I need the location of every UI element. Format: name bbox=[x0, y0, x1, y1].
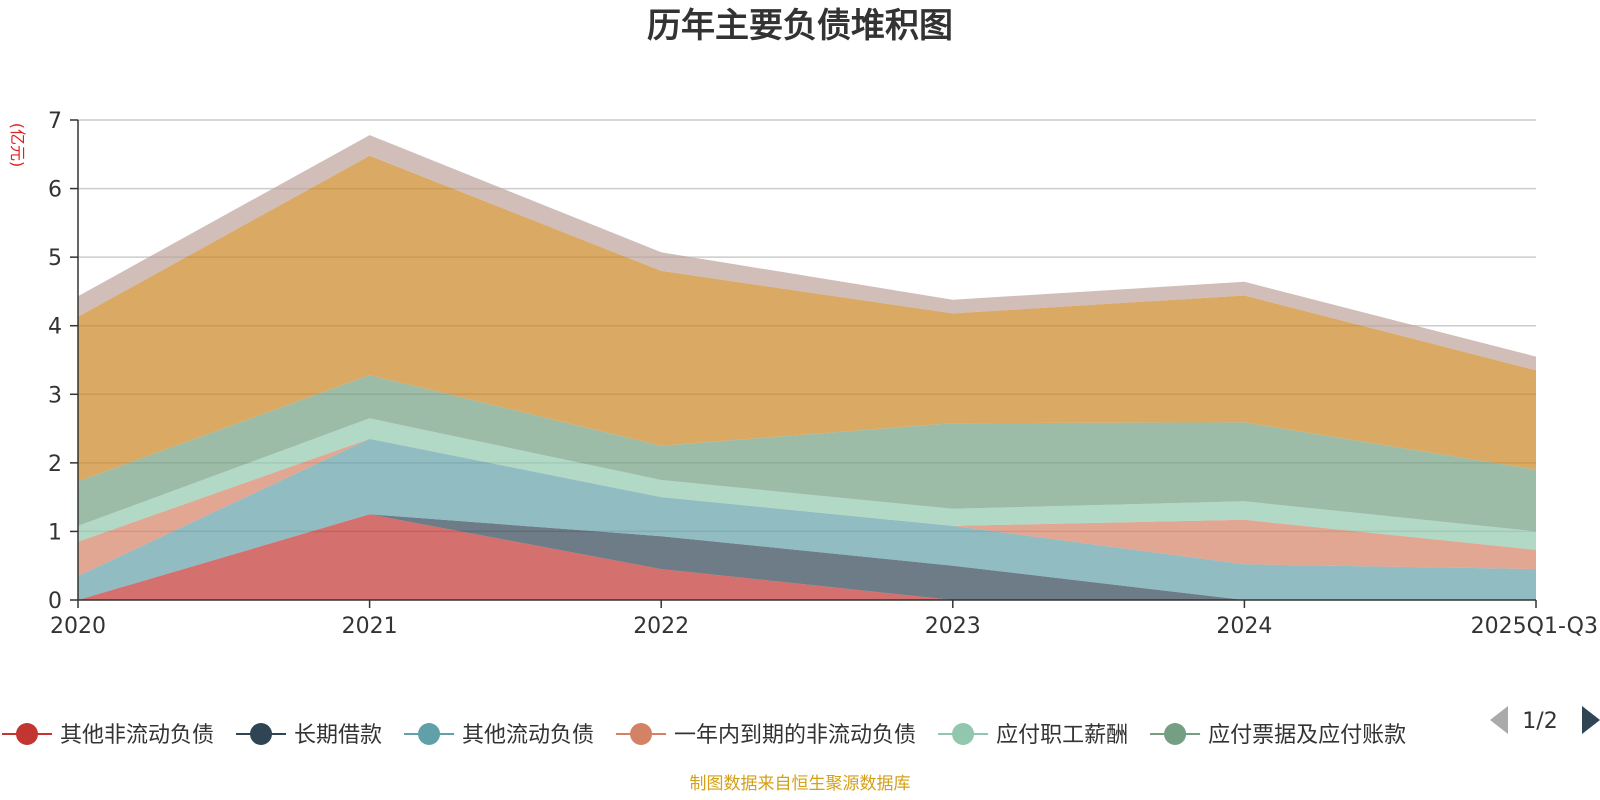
legend-marker-icon bbox=[630, 723, 653, 745]
data-source-note: 制图数据来自恒生聚源数据库 bbox=[690, 774, 911, 794]
y-tick-label: 7 bbox=[48, 109, 62, 134]
y-tick-label: 4 bbox=[48, 315, 62, 340]
area-series[interactable] bbox=[78, 375, 1536, 532]
legend-label: 应付职工薪酬 bbox=[996, 723, 1128, 748]
x-tick-label: 2021 bbox=[342, 614, 398, 639]
legend-marker-icon bbox=[418, 723, 441, 745]
x-tick-label: 2022 bbox=[633, 614, 689, 639]
legend-label: 长期借款 bbox=[294, 723, 382, 748]
legend-item[interactable]: 其他流动负债 bbox=[404, 723, 594, 748]
area-series[interactable] bbox=[78, 438, 1536, 600]
legend-marker-icon bbox=[250, 723, 273, 745]
axes: 0 1 2 3 4 5 6 7 2020 2021 2022 2023 2024 2025Q1-Q3 bbox=[48, 109, 1598, 639]
legend: 其他非流动负债 长期借款 其他流动负债 一年内到期的非流动负债 应付职工薪酬 应付票据及应… bbox=[2, 723, 1406, 748]
x-tick-label: 2024 bbox=[1216, 614, 1272, 639]
legend-label: 一年内到期的非流动负债 bbox=[674, 723, 916, 748]
chart-title: 历年主要负债堆积图 bbox=[647, 6, 953, 46]
legend-next-page-icon[interactable] bbox=[1582, 706, 1600, 734]
legend-label: 其他非流动负债 bbox=[60, 723, 214, 748]
legend-item[interactable]: 应付职工薪酬 bbox=[938, 723, 1128, 748]
legend-prev-page-icon[interactable] bbox=[1490, 706, 1508, 734]
area-series[interactable] bbox=[78, 438, 1536, 576]
legend-pager: 1/2 bbox=[1490, 706, 1600, 734]
y-axis-unit-label: (亿元) bbox=[8, 123, 27, 168]
area-series-group bbox=[78, 135, 1536, 600]
x-tick-label: 2020 bbox=[50, 614, 106, 639]
x-tick-label: 2023 bbox=[925, 614, 981, 639]
legend-item[interactable]: 应付票据及应付账款 bbox=[1150, 723, 1406, 748]
x-tick-label: 2025Q1-Q3 bbox=[1471, 614, 1598, 639]
legend-page-indicator: 1/2 bbox=[1522, 709, 1557, 734]
legend-marker-icon bbox=[16, 723, 38, 745]
legend-marker-icon bbox=[952, 723, 975, 745]
legend-marker-icon bbox=[1164, 723, 1187, 745]
y-tick-label: 6 bbox=[48, 178, 62, 203]
area-series[interactable] bbox=[78, 155, 1536, 482]
area-series[interactable] bbox=[78, 514, 1536, 600]
y-tick-label: 0 bbox=[48, 589, 62, 614]
legend-label: 应付票据及应付账款 bbox=[1208, 723, 1406, 748]
legend-item[interactable]: 一年内到期的非流动负债 bbox=[616, 723, 916, 748]
y-tick-label: 1 bbox=[48, 520, 62, 545]
y-tick-label: 5 bbox=[48, 246, 62, 271]
area-series[interactable] bbox=[78, 514, 1536, 600]
legend-item[interactable]: 长期借款 bbox=[236, 723, 382, 748]
area-series[interactable] bbox=[78, 418, 1536, 550]
legend-item[interactable]: 其他非流动负债 bbox=[2, 723, 214, 748]
y-tick-label: 2 bbox=[48, 452, 62, 477]
legend-label: 其他流动负债 bbox=[462, 723, 594, 748]
y-tick-label: 3 bbox=[48, 383, 62, 408]
